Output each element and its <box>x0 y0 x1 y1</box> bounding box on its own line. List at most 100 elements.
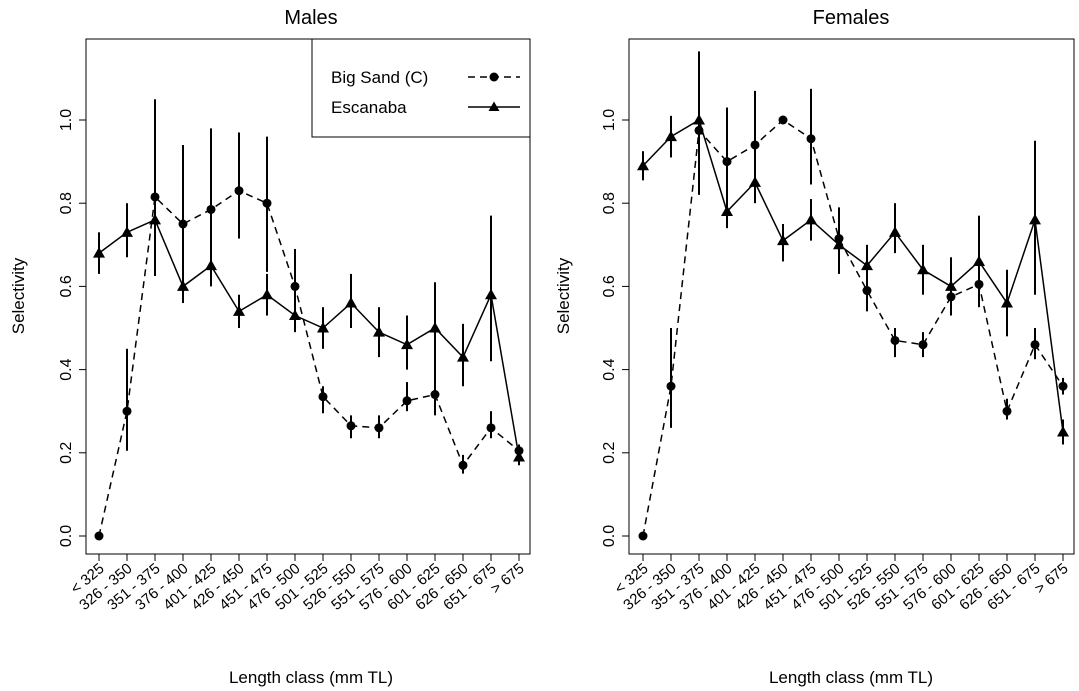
females-escanaba-point <box>833 238 845 250</box>
females-big-sand-point <box>638 531 648 541</box>
males-escanaba-point <box>429 322 441 333</box>
males-escanaba-point <box>149 213 161 225</box>
males-chart-title: Males <box>284 7 337 29</box>
males-big-sand-point <box>318 392 328 402</box>
females-panel: Females Selectivity Length class (mm TL)… <box>554 7 1075 687</box>
males-x-tick-label: > 675 <box>488 560 528 597</box>
males-y-ticks: 0.0 0.2 0.4 0.6 0.8 1.0 <box>58 109 86 547</box>
females-big-sand-point <box>722 157 732 167</box>
males-x-axis-label: Length class (mm TL) <box>229 668 393 687</box>
females-big-sand-point <box>1002 406 1012 416</box>
males-escanaba-point <box>513 450 525 462</box>
males-big-sand-point <box>430 390 440 400</box>
males-escanaba-point <box>177 280 189 291</box>
males-big-sand-point <box>178 219 188 229</box>
females-y-axis-label: Selectivity <box>554 257 573 334</box>
males-escanaba-point <box>93 247 105 258</box>
males-escanaba-point <box>401 338 413 350</box>
females-escanaba-point <box>1029 213 1041 225</box>
females-big-sand-point <box>750 140 760 150</box>
females-y-ticks: 0.0 0.2 0.4 0.6 0.8 1.0 <box>601 109 629 547</box>
females-data-marks <box>637 51 1069 541</box>
males-big-sand-point <box>234 186 244 196</box>
males-y-tick-label: 1.0 <box>58 109 75 131</box>
legend: Big Sand (C) Escanaba <box>311 38 531 138</box>
males-escanaba-point <box>261 288 273 300</box>
females-escanaba-point <box>665 130 677 142</box>
males-big-sand-point <box>262 198 272 208</box>
females-x-axis-label: Length class (mm TL) <box>769 668 933 687</box>
males-big-sand-point <box>346 421 356 431</box>
females-escanaba-point <box>637 159 649 171</box>
females-y-tick-label: 1.0 <box>601 109 618 131</box>
males-panel: Males Selectivity Length class (mm TL) 0… <box>9 7 531 687</box>
females-big-sand-point <box>806 134 816 144</box>
males-escanaba-point <box>317 322 329 333</box>
females-escanaba-point <box>861 259 873 271</box>
males-escanaba-point <box>457 351 469 362</box>
females-escanaba-point <box>777 234 789 246</box>
females-escanaba-point <box>1001 297 1013 308</box>
females-y-tick-label: 0.0 <box>601 525 618 547</box>
females-big-sand-point <box>1030 340 1040 350</box>
males-big-sand-point <box>458 460 468 470</box>
males-big-sand-point <box>94 531 104 541</box>
males-y-tick-label: 0.0 <box>58 525 75 547</box>
males-escanaba-point <box>289 309 301 321</box>
females-escanaba-point <box>945 280 957 291</box>
females-escanaba-point <box>1057 426 1069 437</box>
females-escanaba-point <box>805 213 817 225</box>
males-escanaba-point <box>233 305 245 316</box>
males-escanaba-point <box>345 297 357 308</box>
males-y-tick-label: 0.4 <box>58 358 75 380</box>
females-y-tick-label: 0.2 <box>601 442 618 464</box>
males-big-sand-point <box>122 406 132 416</box>
females-big-sand-point <box>890 335 900 345</box>
males-y-axis-label: Selectivity <box>9 257 28 334</box>
females-big-sand-point <box>918 340 928 350</box>
females-big-sand-point <box>862 286 872 296</box>
females-escanaba-point <box>889 226 901 237</box>
males-big-sand-point <box>486 423 496 433</box>
males-escanaba-point <box>205 259 217 271</box>
males-big-sand-point <box>374 423 384 433</box>
legend-label-big-sand: Big Sand (C) <box>331 68 428 87</box>
males-big-sand-point <box>402 396 412 406</box>
males-y-tick-label: 0.2 <box>58 442 75 464</box>
females-big-sand-point <box>778 115 788 125</box>
females-escanaba-point <box>973 255 985 266</box>
females-escanaba-point <box>917 263 929 275</box>
females-x-tick-label: > 675 <box>1032 560 1072 597</box>
females-big-sand-point <box>1058 381 1068 391</box>
females-y-tick-label: 0.8 <box>601 192 618 214</box>
legend-box <box>311 38 531 138</box>
males-escanaba-series-line <box>98 218 520 458</box>
legend-marker-big-sand <box>489 72 499 82</box>
males-big-sand-series-line <box>98 189 520 537</box>
males-escanaba-point <box>373 326 385 337</box>
males-big-sand-point <box>206 204 216 214</box>
females-chart-title: Females <box>813 7 890 29</box>
females-y-tick-label: 0.4 <box>601 358 618 380</box>
females-escanaba-point <box>693 114 705 125</box>
females-big-sand-point <box>666 381 676 391</box>
males-data-marks <box>93 99 525 541</box>
males-y-tick-label: 0.8 <box>58 192 75 214</box>
males-escanaba-point <box>485 288 497 300</box>
legend-marker-escanaba <box>488 101 500 111</box>
females-escanaba-point <box>749 176 761 187</box>
males-plot-frame <box>85 38 531 555</box>
females-plot-frame <box>628 38 1075 555</box>
females-big-sand-series-line <box>642 119 1064 537</box>
females-escanaba-series-line <box>642 118 1064 433</box>
males-big-sand-point <box>150 192 160 202</box>
males-escanaba-point <box>121 226 133 237</box>
females-y-tick-label: 0.6 <box>601 275 618 297</box>
legend-label-escanaba: Escanaba <box>331 98 407 117</box>
males-big-sand-point <box>290 281 300 291</box>
males-y-tick-label: 0.6 <box>58 275 75 297</box>
females-escanaba-point <box>721 205 733 217</box>
